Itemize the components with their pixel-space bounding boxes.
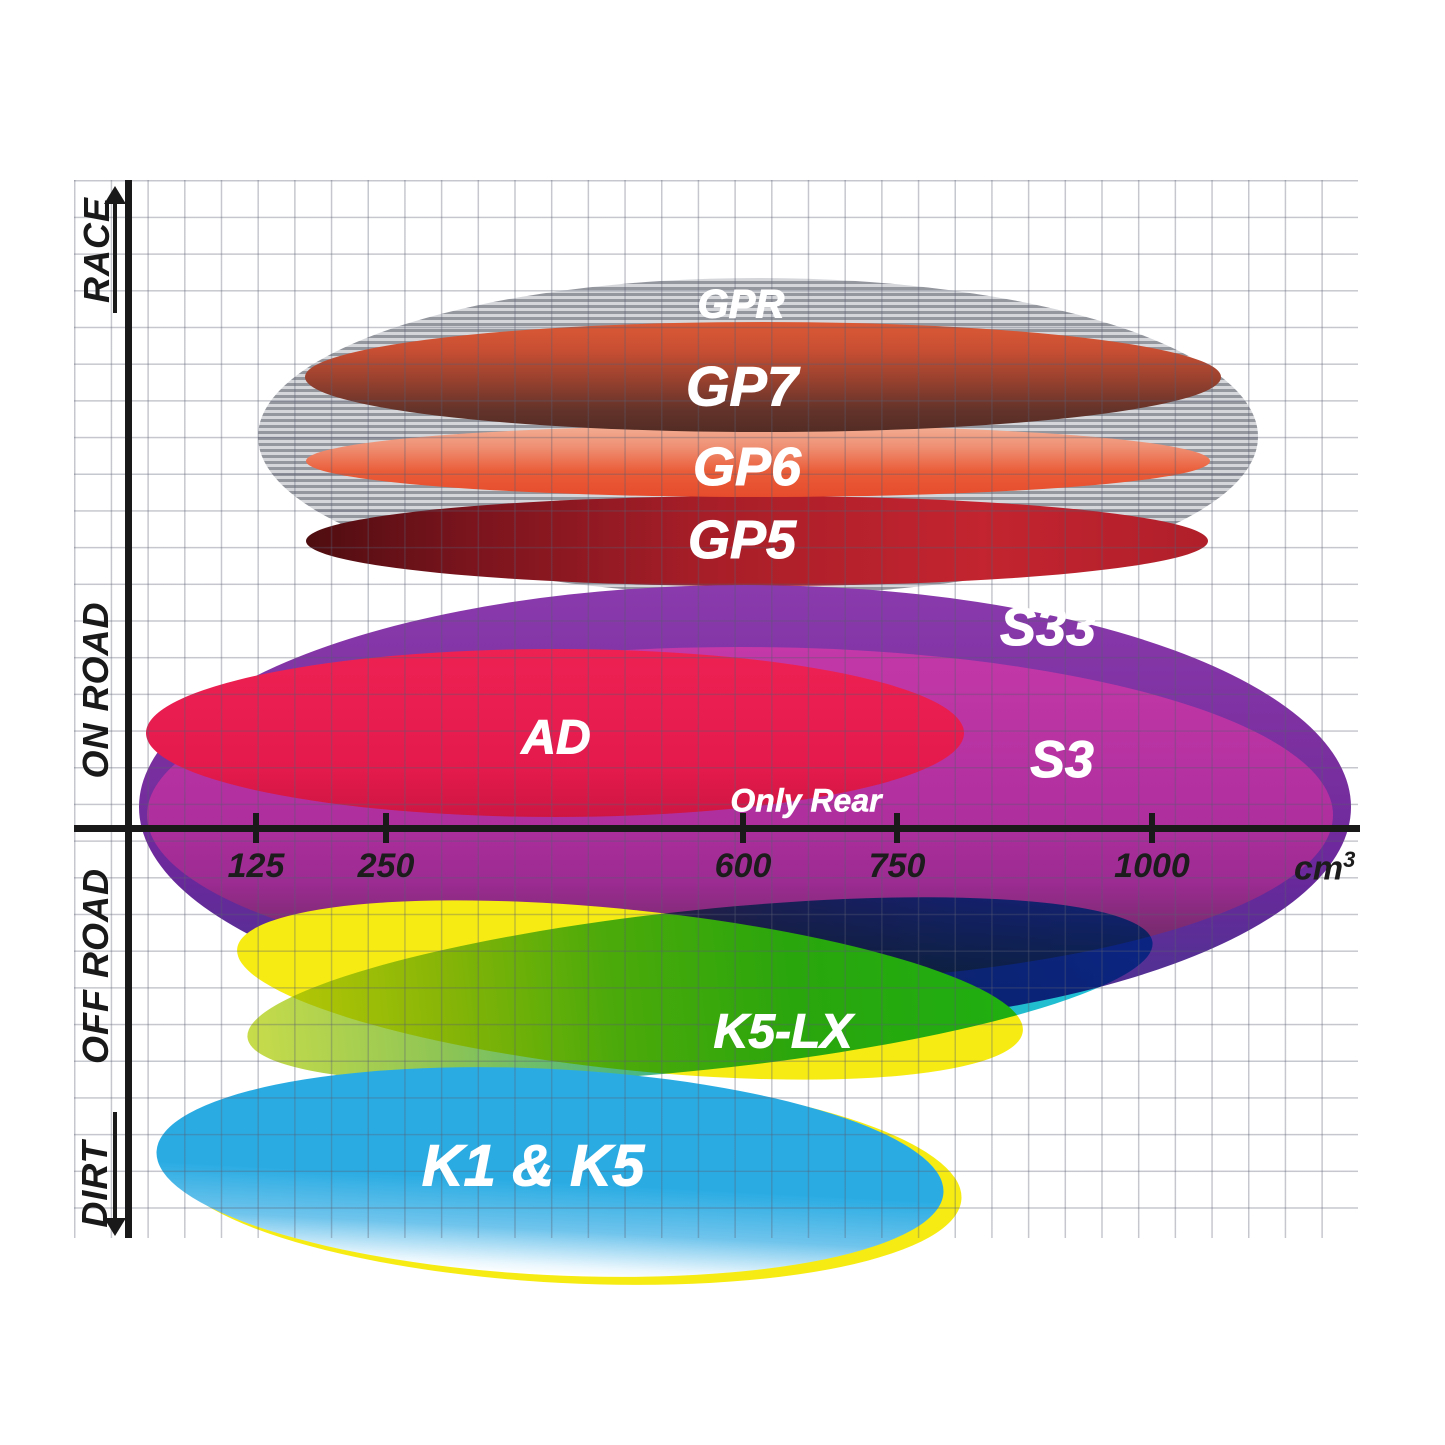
s3-label: S3 — [1030, 731, 1095, 790]
x-tick-label-250: 250 — [357, 847, 415, 885]
y-label-dirt: DIRT — [74, 1140, 115, 1228]
gp5-label: GP5 — [687, 510, 797, 571]
y-axis-line — [125, 180, 132, 1238]
x-tick-1000 — [1149, 813, 1155, 843]
only-rear-annotation: Only Rear — [730, 782, 882, 819]
ad-label: AD — [521, 711, 591, 765]
y-label-onroad: ON ROAD — [75, 601, 116, 779]
k1k5-label: K1 & K5 — [421, 1133, 645, 1199]
gpr-label: GPR — [697, 282, 785, 327]
y-label-race: RACE — [76, 196, 117, 304]
x-tick-600 — [740, 813, 746, 843]
gp6-ellipse — [306, 425, 1210, 497]
gp6-label: GP6 — [692, 437, 802, 498]
x-tick-label-600: 600 — [714, 847, 772, 885]
x-tick-label-1000: 1000 — [1114, 847, 1190, 885]
race-arrow-head-icon — [104, 186, 126, 204]
x-axis-unit-exponent: 3 — [1343, 847, 1356, 872]
x-tick-250 — [383, 813, 389, 843]
gp7-label: GP7 — [685, 354, 799, 418]
x-tick-750 — [894, 813, 900, 843]
ad-ellipse — [146, 649, 964, 817]
gp7-ellipse — [305, 322, 1221, 432]
s33-label: S33 — [999, 597, 1097, 658]
y-label-offroad: OFF ROAD — [75, 868, 116, 1064]
x-axis-unit-text: cm — [1294, 849, 1344, 888]
x-tick-label-125: 125 — [227, 847, 285, 885]
gp5-ellipse — [306, 496, 1208, 586]
k5lx-label: K5-LX — [713, 1005, 853, 1059]
x-tick-125 — [253, 813, 259, 843]
x-axis-unit: cm3 — [1294, 847, 1355, 888]
dirt-arrow-line — [113, 1112, 117, 1218]
x-axis-line — [74, 825, 1360, 832]
race-arrow-line — [113, 203, 117, 313]
dirt-arrow-head-icon — [104, 1218, 126, 1236]
x-tick-label-750: 750 — [868, 847, 926, 885]
